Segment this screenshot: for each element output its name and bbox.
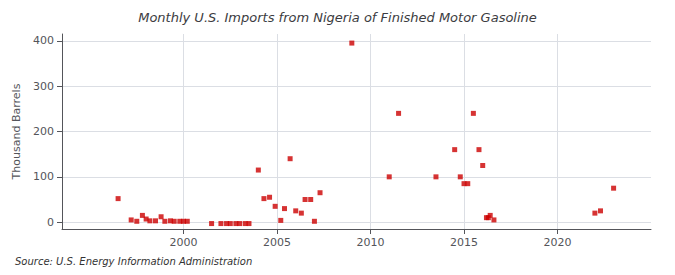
svg-text:300: 300 [33,80,54,93]
svg-text:2005: 2005 [263,236,291,249]
svg-text:2020: 2020 [544,236,572,249]
svg-text:Thousand Barrels: Thousand Barrels [10,83,23,180]
svg-text:0: 0 [47,216,54,229]
svg-text:200: 200 [33,125,54,138]
svg-text:Monthly U.S. Imports from Nige: Monthly U.S. Imports from Nigeria of Fin… [138,10,537,25]
svg-text:2000: 2000 [170,236,198,249]
svg-text:Source: U.S. Energy Informatio: Source: U.S. Energy Information Administ… [15,256,252,267]
svg-text:2010: 2010 [357,236,385,249]
svg-text:2015: 2015 [450,236,478,249]
svg-text:100: 100 [33,170,54,183]
svg-text:400: 400 [33,34,54,47]
